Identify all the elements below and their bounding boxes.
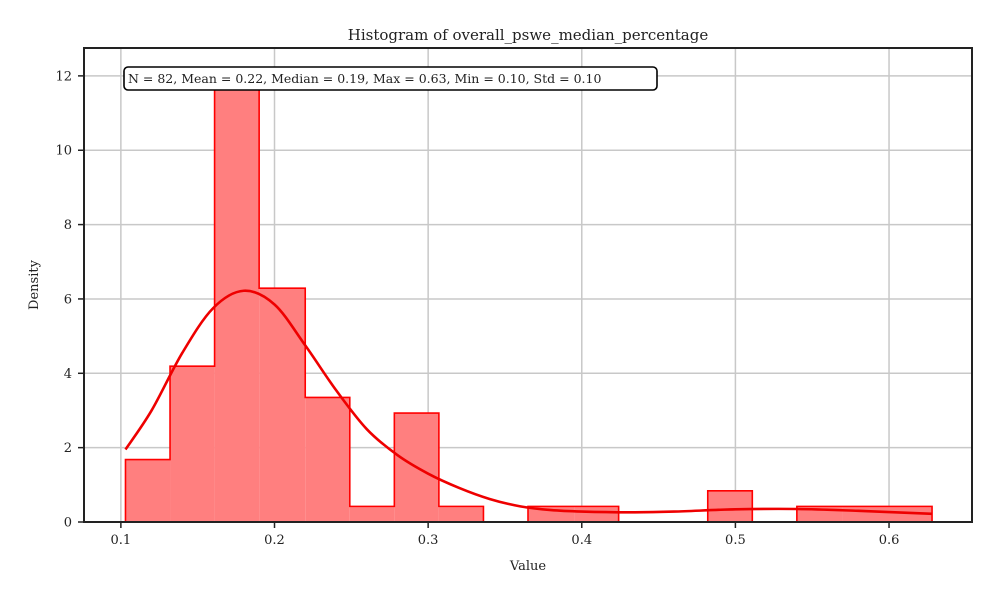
y-tick-label: 0 xyxy=(64,516,72,531)
stats-annotation: N = 82, Mean = 0.22, Median = 0.19, Max … xyxy=(123,66,658,91)
x-tick-label: 0.4 xyxy=(571,533,592,548)
axes-frame xyxy=(83,47,973,523)
ticks-layer: 0.1 0.2 0.3 0.4 0.5 0.6 0 2 4 6 8 10 12 xyxy=(55,69,899,548)
y-axis-title: Density xyxy=(27,259,42,310)
histogram-bar xyxy=(438,506,484,522)
y-tick-label: 8 xyxy=(64,218,72,233)
histogram-bar xyxy=(349,506,395,522)
bars-layer xyxy=(124,85,933,523)
histogram-bar xyxy=(842,506,888,522)
kde-layer xyxy=(124,289,933,516)
x-tick-label: 0.6 xyxy=(879,533,900,548)
x-axis-title: Value xyxy=(509,559,546,574)
y-tick-label: 12 xyxy=(55,69,72,84)
x-tick-label: 0.2 xyxy=(264,533,285,548)
histogram-bar xyxy=(125,459,171,522)
histogram-bar xyxy=(305,397,350,522)
kde-curve xyxy=(124,289,933,516)
y-tick-label: 4 xyxy=(64,367,72,382)
stats-annotation-box xyxy=(123,66,658,91)
y-tick-label: 2 xyxy=(64,441,72,456)
histogram-bar xyxy=(259,288,306,522)
x-tick-label: 0.3 xyxy=(418,533,439,548)
x-tick-label: 0.1 xyxy=(111,533,132,548)
histogram-bar xyxy=(170,366,215,522)
chart-title: Histogram of overall_pswe_median_percent… xyxy=(348,26,709,44)
y-tick-label: 6 xyxy=(64,292,72,307)
histogram-bar xyxy=(574,506,619,522)
x-tick-label: 0.5 xyxy=(725,533,746,548)
y-tick-label: 10 xyxy=(55,144,72,159)
histogram-bar xyxy=(707,490,753,522)
stats-annotation-text: N = 82, Mean = 0.22, Median = 0.19, Max … xyxy=(128,71,601,86)
histogram-bar xyxy=(214,85,260,523)
